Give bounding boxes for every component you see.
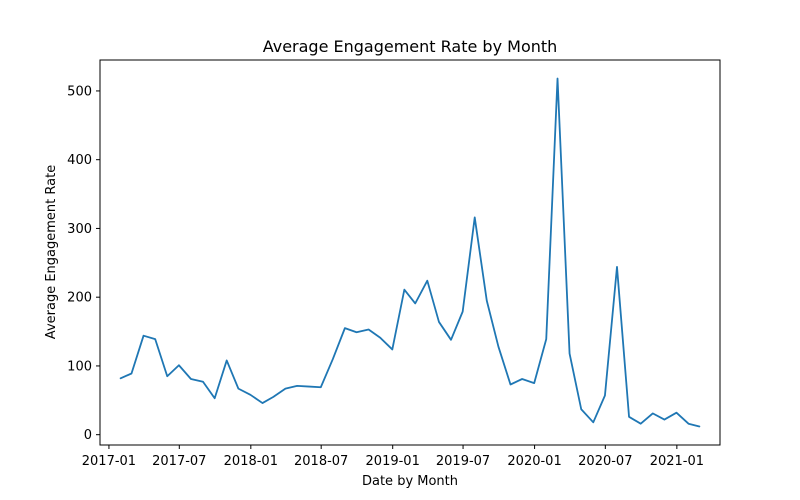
plot-frame xyxy=(99,59,721,446)
x-tick-label: 2019-07 xyxy=(436,454,490,469)
plot-area xyxy=(100,60,720,445)
x-tick-label: 2020-01 xyxy=(507,454,561,469)
x-tick-label: 2017-07 xyxy=(152,454,206,469)
chart-title: Average Engagement Rate by Month xyxy=(263,37,558,56)
x-tick-label: 2018-01 xyxy=(224,454,278,469)
y-tick-label: 100 xyxy=(67,359,92,374)
x-tick-label: 2019-01 xyxy=(366,454,420,469)
y-tick-label: 300 xyxy=(67,222,92,237)
y-tick-label: 400 xyxy=(67,153,92,168)
y-tick-label: 0 xyxy=(84,428,92,443)
y-axis: 0 100 200 300 400 500 xyxy=(67,84,100,443)
x-tick-label: 2020-07 xyxy=(578,454,632,469)
y-axis-label: Average Engagement Rate xyxy=(44,165,59,339)
x-tick-label: 2017-01 xyxy=(82,454,136,469)
x-tick-label: 2021-01 xyxy=(650,454,704,469)
x-tick-label: 2018-07 xyxy=(294,454,348,469)
x-axis-label: Date by Month xyxy=(362,474,458,489)
y-tick-label: 500 xyxy=(67,84,92,99)
y-tick-label: 200 xyxy=(67,291,92,306)
series-layer xyxy=(119,77,701,428)
x-axis: 2017-01 2017-07 2018-01 2018-07 2019-01 2019-… xyxy=(82,445,704,469)
series-line xyxy=(119,77,701,428)
